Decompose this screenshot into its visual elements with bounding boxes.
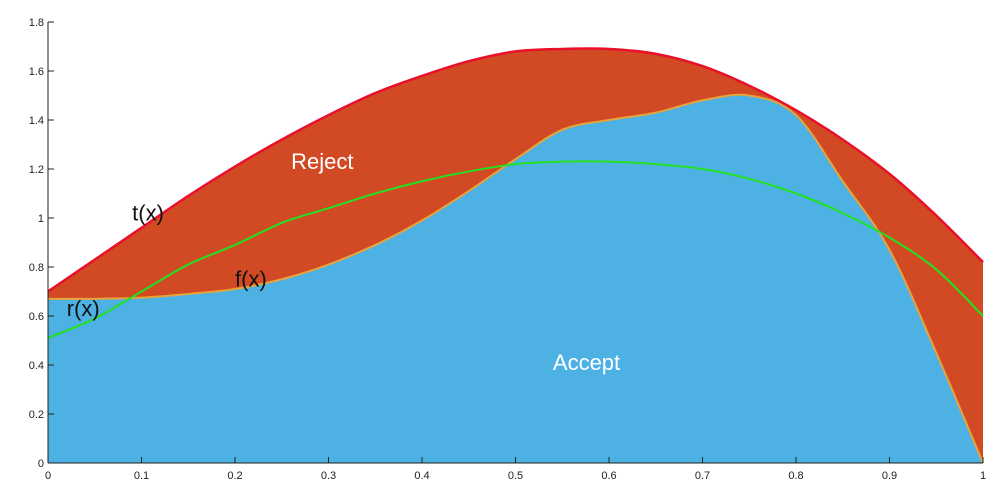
- x-tick-label: 0.5: [508, 470, 523, 482]
- accept-label: Accept: [553, 350, 620, 375]
- y-tick-label: 1.4: [29, 115, 44, 127]
- curve-label-tx: t(x): [132, 200, 164, 225]
- curve-fx: [47, 93, 984, 464]
- curve-label-fx: f(x): [235, 267, 267, 292]
- x-tick-label: 1: [980, 470, 986, 482]
- x-tick-label: 0.1: [134, 470, 149, 482]
- x-tick-label: 0.6: [601, 470, 616, 482]
- x-tick-label: 0.3: [321, 470, 336, 482]
- y-tick-label: 0: [38, 458, 44, 470]
- y-tick-label: 1.6: [29, 66, 44, 78]
- curve-rx: [47, 160, 984, 339]
- x-tick-label: 0.2: [227, 470, 242, 482]
- y-tick-label: 0.8: [29, 262, 44, 274]
- x-tick-label: 0.7: [695, 470, 710, 482]
- y-tick-label: 0.2: [29, 409, 44, 421]
- y-tick-label: 0.4: [29, 360, 44, 372]
- y-tick-label: 1.2: [29, 164, 44, 176]
- y-tick-label: 1: [38, 213, 44, 225]
- x-tick-label: 0: [45, 470, 51, 482]
- x-tick-label: 0.8: [788, 470, 803, 482]
- x-tick-label: 0.4: [414, 470, 429, 482]
- accept-region: [48, 94, 983, 464]
- curve-tx: [47, 47, 984, 293]
- curve-label-rx: r(x): [67, 296, 100, 321]
- x-tick-label: 0.9: [882, 470, 897, 482]
- y-tick-label: 0.6: [29, 311, 44, 323]
- y-tick-label: 1.8: [29, 17, 44, 29]
- reject-label: Reject: [291, 149, 353, 174]
